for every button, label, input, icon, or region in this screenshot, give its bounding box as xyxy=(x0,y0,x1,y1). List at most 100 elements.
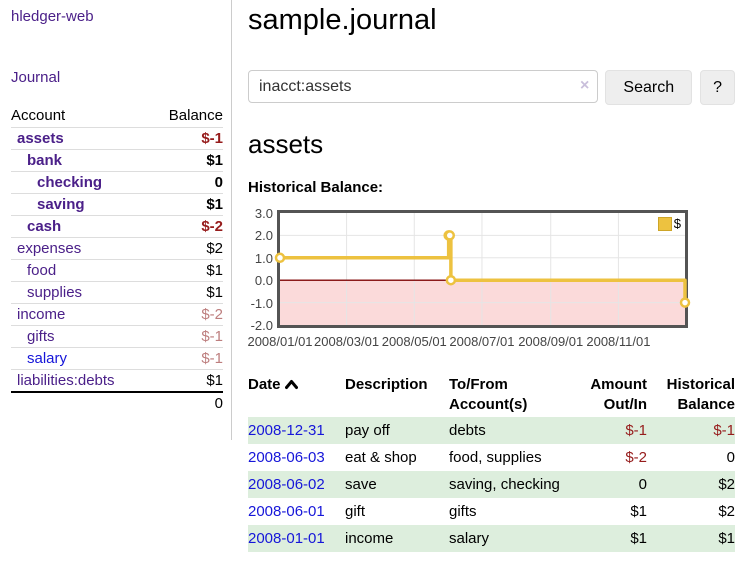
chart-y-tick-label: -2.0 xyxy=(250,318,273,333)
transaction-balance: $1 xyxy=(718,530,735,547)
account-balance: $1 xyxy=(206,372,223,389)
account-link[interactable]: liabilities:debts xyxy=(17,372,115,389)
register-row: 2008-06-01 gift gifts $1 $2 xyxy=(248,498,735,525)
main-content: sample.journal × Search ? assets Histori… xyxy=(232,0,742,552)
tofrom-column-header: To/From Account(s) xyxy=(449,376,528,413)
account-row: checking 0 xyxy=(11,172,223,194)
transaction-balance: $2 xyxy=(718,476,735,493)
chart-y-tick-label: 2.0 xyxy=(254,228,273,244)
account-link[interactable]: income xyxy=(17,306,66,323)
legend-series-label: $ xyxy=(673,216,681,231)
description-column-header: Description xyxy=(345,376,428,393)
legend-swatch xyxy=(657,216,672,231)
register-row: 2008-12-31 pay off debts $-1 $-1 xyxy=(248,417,735,444)
date-column-header[interactable]: Date xyxy=(248,373,345,417)
register-header-row: Date Description To/From Account(s) Amou… xyxy=(248,373,735,417)
account-balance: $-2 xyxy=(201,306,223,323)
transaction-date-cell: 2008-12-31 xyxy=(248,417,345,444)
transaction-date-link[interactable]: 2008-06-02 xyxy=(248,476,325,493)
account-link[interactable]: food xyxy=(27,262,57,279)
chart-legend: $ xyxy=(656,216,682,231)
accounts-total-row: 0 xyxy=(11,391,223,414)
account-link[interactable]: saving xyxy=(37,196,85,213)
account-balance: $-1 xyxy=(201,328,223,345)
transaction-date-cell: 2008-06-03 xyxy=(248,444,345,471)
transaction-balance: 0 xyxy=(726,449,735,466)
transaction-date-link[interactable]: 2008-06-01 xyxy=(248,503,325,520)
register-table: Date Description To/From Account(s) Amou… xyxy=(248,373,735,552)
account-link[interactable]: checking xyxy=(37,174,103,191)
transaction-description: eat & shop xyxy=(345,449,417,466)
historical-balance-chart: 3.0 2.0 1.0 0.0 -1.0 -2.0 $ 2008/01/01 2008/03… xyxy=(247,206,735,356)
account-name-cell: gifts xyxy=(11,326,150,348)
app-root: hledger-web Journal Account Balance asse… xyxy=(11,0,742,552)
account-row: saving $1 xyxy=(11,194,223,216)
clear-search-icon[interactable]: × xyxy=(580,77,590,94)
brand-link[interactable]: hledger-web xyxy=(11,8,94,25)
transaction-accounts: gifts xyxy=(449,503,477,520)
help-button[interactable]: ? xyxy=(700,70,735,105)
account-balance: $2 xyxy=(206,240,223,257)
accounts-total-value: 0 xyxy=(150,391,223,414)
accounts-tbody: assets $-1 bank $1 checking 0 saving $1 … xyxy=(11,128,223,393)
chart-x-tick-label: 2008/11/01 xyxy=(586,334,651,349)
account-link[interactable]: salary xyxy=(27,350,68,367)
account-link[interactable]: cash xyxy=(27,218,62,235)
search-input-wrap: × xyxy=(248,70,599,103)
chart-y-tick-label: 3.0 xyxy=(254,206,273,221)
chart-x-tick-label: 2008/01/01 xyxy=(247,334,313,349)
account-row: gifts $-1 xyxy=(11,326,223,348)
chart-x-tick-label: 2008/03/01 xyxy=(314,334,380,349)
search-input[interactable] xyxy=(248,70,599,103)
account-link[interactable]: gifts xyxy=(27,328,55,345)
transaction-amount: $1 xyxy=(630,530,647,547)
transaction-amount: $-1 xyxy=(625,422,647,439)
transaction-accounts: debts xyxy=(449,422,486,439)
account-name-cell: food xyxy=(11,260,150,282)
search-button[interactable]: Search xyxy=(605,70,693,105)
account-row: food $1 xyxy=(11,260,223,282)
sidebar-nav: Journal xyxy=(11,69,225,86)
accounts-table: Account Balance assets $-1 bank $1 check… xyxy=(11,104,223,414)
account-row: liabilities:debts $1 xyxy=(11,370,223,393)
account-name-cell: expenses xyxy=(11,238,150,260)
account-column-header: Account xyxy=(11,104,151,128)
account-balance: $-2 xyxy=(201,218,223,235)
sort-ascending-icon xyxy=(284,380,298,389)
account-row: salary $-1 xyxy=(11,348,223,370)
accounts-header-row: Account Balance xyxy=(11,104,223,128)
register-row: 2008-06-02 save saving, checking 0 $2 xyxy=(248,471,735,498)
brand: hledger-web xyxy=(11,8,225,25)
transaction-accounts: salary xyxy=(449,530,490,547)
account-name-cell: supplies xyxy=(11,282,150,304)
transaction-description: pay off xyxy=(345,422,390,439)
account-link[interactable]: assets xyxy=(17,130,64,147)
account-balance: 0 xyxy=(214,174,223,191)
chart-section-title: Historical Balance: xyxy=(248,179,384,196)
register-row: 2008-06-03 eat & shop food, supplies $-2… xyxy=(248,444,735,471)
account-balance: $1 xyxy=(206,262,223,279)
search-form: × Search ? xyxy=(248,70,735,105)
transaction-description: gift xyxy=(345,503,366,520)
chart-y-tick-label: 1.0 xyxy=(254,250,273,266)
chart-plot[interactable]: $ xyxy=(274,210,691,328)
account-link[interactable]: supplies xyxy=(27,284,83,301)
chart-x-tick-label: 2008/09/01 xyxy=(518,334,584,349)
transaction-date-link[interactable]: 2008-12-31 xyxy=(248,422,325,439)
account-name-cell: salary xyxy=(11,348,150,370)
account-link[interactable]: bank xyxy=(27,152,63,169)
transaction-date-cell: 2008-06-01 xyxy=(248,498,345,525)
account-balance: $1 xyxy=(206,196,223,213)
sidebar-item-journal[interactable]: Journal xyxy=(11,69,61,86)
transaction-date-link[interactable]: 2008-01-01 xyxy=(248,530,325,547)
transaction-date-link[interactable]: 2008-06-03 xyxy=(248,449,325,466)
transaction-amount: 0 xyxy=(638,476,647,493)
account-name-cell: saving xyxy=(11,194,150,216)
account-balance: $-1 xyxy=(201,130,223,147)
account-link[interactable]: expenses xyxy=(17,240,82,257)
page-title: sample.journal xyxy=(248,4,437,36)
transaction-accounts: saving, checking xyxy=(449,476,560,493)
account-balance: $-1 xyxy=(201,350,223,367)
transaction-date-cell: 2008-06-02 xyxy=(248,471,345,498)
account-name-cell: liabilities:debts xyxy=(11,370,150,393)
